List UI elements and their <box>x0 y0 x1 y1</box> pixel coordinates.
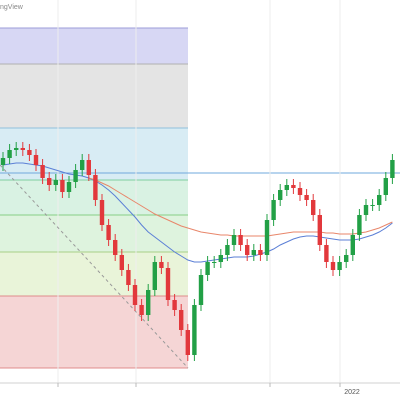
watermark: ngView <box>0 4 24 11</box>
candle-body <box>218 255 223 262</box>
candle-body <box>53 180 58 185</box>
candle-body <box>344 255 349 262</box>
candle-body <box>350 235 355 255</box>
moving-average <box>2 162 393 263</box>
candle-body <box>7 150 12 158</box>
candle-body <box>86 160 91 175</box>
candle-body <box>0 158 6 165</box>
candle-body <box>370 205 375 206</box>
candle-body <box>357 215 362 235</box>
candle-body <box>165 268 171 300</box>
trend-line <box>0 164 189 369</box>
candle-body <box>330 262 336 270</box>
candle-body <box>33 155 39 165</box>
candle-body <box>212 262 217 263</box>
fib-band <box>0 28 188 64</box>
candle-body <box>245 245 250 255</box>
candle-body <box>139 305 144 315</box>
candle-body <box>179 310 184 330</box>
candle-body <box>80 160 85 170</box>
candle-body <box>159 262 164 268</box>
candle-body <box>106 225 111 240</box>
candle-body <box>198 275 204 305</box>
candle-body <box>291 185 296 188</box>
candle-body <box>205 262 210 275</box>
candle-body <box>113 240 118 255</box>
candle-body <box>337 262 342 270</box>
candle-body <box>185 330 190 355</box>
candle-body <box>172 300 177 310</box>
candle-body <box>324 245 329 262</box>
candle-body <box>146 290 151 315</box>
candle-body <box>93 175 98 200</box>
candle-body <box>60 180 65 192</box>
candle-body <box>317 215 322 245</box>
candle-body <box>152 262 157 290</box>
candle-body <box>99 200 105 225</box>
candle-body <box>271 200 276 220</box>
candle-body <box>238 235 243 245</box>
fib-band <box>0 215 188 252</box>
candle-body <box>73 170 78 182</box>
candle-body <box>66 182 72 192</box>
candle-body <box>47 178 52 185</box>
candle-body <box>258 250 263 255</box>
candle-body <box>20 148 25 150</box>
candle-body <box>132 285 138 305</box>
candle-body <box>27 150 32 155</box>
candle-body <box>126 270 131 285</box>
fib-band <box>0 64 188 128</box>
candle-body <box>363 205 369 215</box>
candle-body <box>251 250 256 255</box>
plot <box>0 142 395 361</box>
candle-body <box>390 160 395 178</box>
candle-body <box>297 188 303 195</box>
candle-body <box>264 220 270 255</box>
candle-body <box>40 165 45 178</box>
candle-body <box>119 255 124 270</box>
candle-body <box>377 195 382 205</box>
candle-body <box>14 148 19 150</box>
candle-body <box>225 245 230 255</box>
candle-body <box>304 195 309 200</box>
candle-body <box>383 178 388 195</box>
candle-body <box>231 235 237 245</box>
fib-band <box>0 252 188 296</box>
candle-body <box>311 200 316 215</box>
v-grid <box>57 0 341 383</box>
candle-body <box>278 190 283 200</box>
candle-body <box>192 305 197 355</box>
fib-band <box>0 296 188 368</box>
candle-body <box>284 185 289 190</box>
x-axis-label: 2022 <box>344 389 360 396</box>
x-axis <box>0 383 400 400</box>
